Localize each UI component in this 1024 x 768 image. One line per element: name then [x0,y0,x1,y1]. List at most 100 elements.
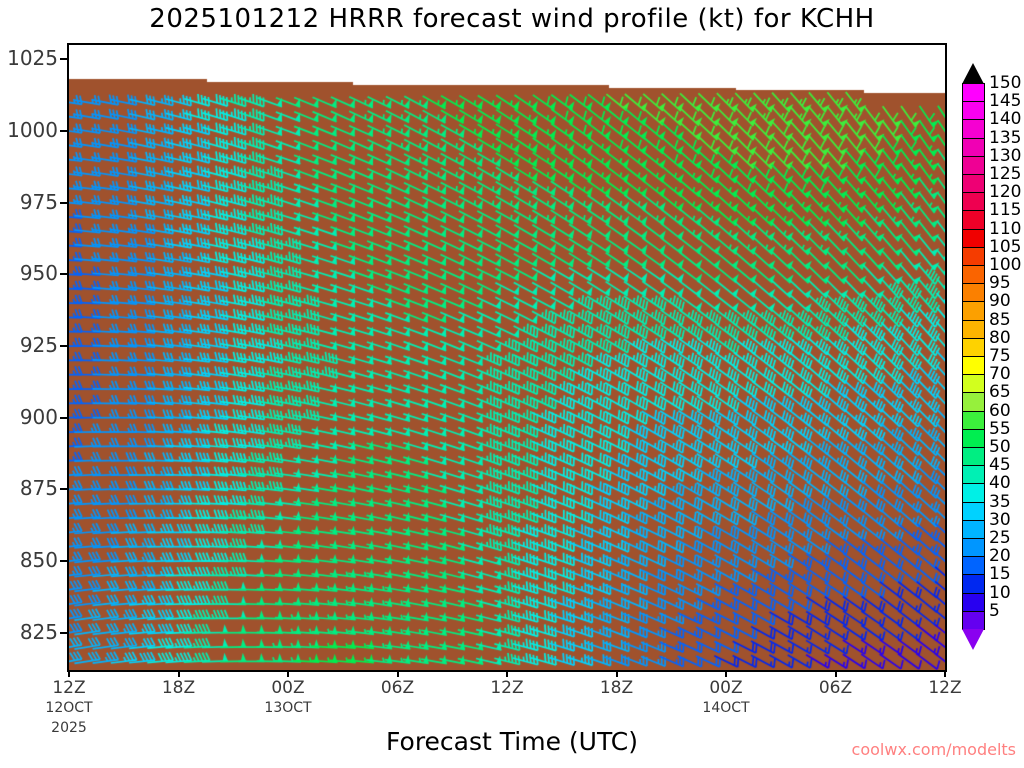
colorbar-tick-label: 40 [989,473,1011,494]
x-axis-title: Forecast Time (UTC) [386,727,638,756]
colorbar-tick-label: 125 [989,164,1022,184]
y-axis-tick-mark [60,58,67,61]
colorbar-swatch [962,101,985,121]
colorbar-swatch [962,337,985,357]
colorbar-tick-label: 10 [989,582,1011,603]
colorbar-tick-label: 110 [989,218,1022,239]
y-axis-tick-mark [60,273,67,276]
x-axis-tick-label: 00Z [709,678,743,698]
colorbar-tick-label: 60 [989,400,1011,421]
x-axis-tick-label: 12Z [52,678,86,698]
colorbar-tick-label: 45 [989,455,1011,476]
colorbar-swatch [962,83,985,103]
colorbar-swatch [962,192,985,212]
x-axis-tick-mark [287,670,289,677]
colorbar-swatch [962,556,985,576]
colorbar-swatch [962,356,985,376]
watermark: coolwx.com/modelts [851,740,1016,759]
x-axis-tick-mark [834,670,837,677]
colorbar-swatch [962,119,985,139]
colorbar-tick-label: 90 [989,291,1011,312]
x-axis-tick-label: 06Z [818,678,853,698]
colorbar-swatch [962,301,985,321]
x-axis-tick-mark [615,670,618,677]
wind-barb-field [69,45,945,670]
y-axis-tick-mark [60,345,67,348]
x-axis-tick-label: 12Z [490,678,524,698]
x-axis-tick-label: 06Z [380,678,415,698]
colorbar-tick-label: 35 [989,491,1011,512]
y-axis-tick-mark [60,631,67,634]
colorbar-tick-label: 70 [989,364,1011,385]
colorbar-tick-label: 30 [989,509,1011,530]
x-axis-tick-mark [68,670,70,677]
colorbar-under-arrow-icon [962,629,984,650]
colorbar-tick-label: 25 [989,528,1011,548]
y-axis-tick-mark [60,488,67,491]
x-axis-tick-label: 18Z [599,678,634,698]
colorbar-swatch [962,501,985,521]
colorbar-tick-label: 20 [989,546,1011,567]
colorbar-swatch [962,174,985,194]
colorbar-tick-label: 50 [989,437,1011,457]
colorbar-swatch [962,465,985,485]
colorbar-swatch [962,319,985,339]
y-axis-tick-mark [60,130,67,132]
page-title: 2025101212 HRRR forecast wind profile (k… [149,4,875,34]
colorbar-swatch [962,392,985,412]
colorbar-tick-label: 75 [989,346,1011,366]
x-axis-date-label: 14OCT [702,700,750,716]
colorbar-swatch [962,519,985,539]
colorbar-tick-label: 130 [989,145,1022,166]
y-axis-tick-label: 975 [19,189,58,214]
colorbar-swatch [962,410,985,430]
colorbar-swatch [962,610,985,630]
colorbar-swatch [962,265,985,285]
x-axis-tick-label: 00Z [271,678,305,698]
colorbar-tick-label: 105 [989,236,1022,257]
colorbar-swatch [962,483,985,503]
colorbar-tick-label: 15 [989,564,1011,585]
x-axis-date-label: 12OCT [45,700,93,716]
colorbar-tick-label: 85 [989,309,1011,330]
colorbar-tick-label: 80 [989,327,1011,348]
colorbar-swatch [962,155,985,175]
colorbar-tick-label: 120 [989,182,1022,203]
colorbar-tick-label: 5 [989,600,1000,621]
y-axis-tick-label: 900 [19,404,58,429]
y-axis-tick-mark [60,201,67,204]
colorbar-swatch [962,228,985,248]
colorbar-over-arrow-icon [962,63,984,84]
y-axis-tick-label: 825 [19,619,58,644]
y-axis-tick-label: 850 [19,548,58,573]
colorbar-tick-label: 55 [989,418,1011,439]
colorbar-swatch [962,574,985,594]
x-axis-tick-mark [944,670,946,677]
colorbar-swatch [962,592,985,612]
y-axis-tick-mark [60,560,67,563]
x-axis-tick-mark [396,670,399,677]
y-axis-tick-label: 1000 [7,118,58,142]
colorbar-swatch [962,283,985,303]
colorbar: 150 145 140 135 130 125 120 115 110 105 100 95 90 85 8… [962,73,1021,630]
x-axis-tick-mark [725,670,727,677]
colorbar-swatch [962,538,985,558]
colorbar-tick-label: 150 [989,73,1022,93]
y-axis-tick-label: 925 [19,333,58,358]
y-axis-tick-label: 875 [19,476,58,501]
x-axis-tick-mark [506,670,508,677]
x-axis-tick-mark [177,670,180,677]
colorbar-tick-label: 65 [989,382,1011,403]
x-axis-date-label: 13OCT [264,700,312,716]
colorbar-tick-label: 100 [989,255,1022,275]
y-axis-tick-mark [60,416,67,419]
colorbar-tick-label: 140 [989,109,1022,130]
colorbar-swatch [962,137,985,157]
y-axis-tick-label: 1025 [7,46,58,71]
colorbar-swatch [962,447,985,467]
x-axis-year-label: 2025 [51,720,87,736]
colorbar-swatch [962,374,985,394]
x-axis-tick-label: 18Z [161,678,196,698]
plot-area [67,43,947,672]
